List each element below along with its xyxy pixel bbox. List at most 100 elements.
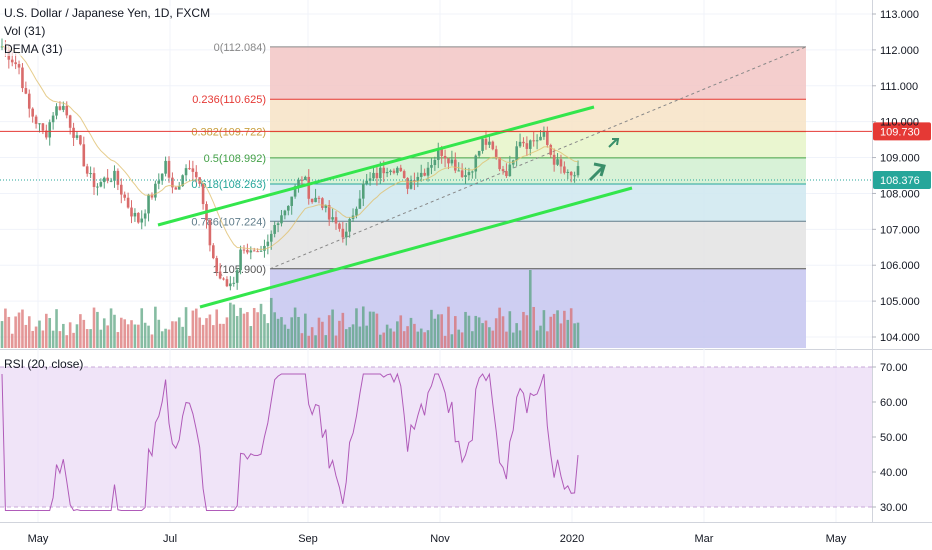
volume-bar: [310, 327, 314, 348]
price-tick-label: 113.000: [880, 9, 919, 21]
candle-body: [191, 168, 195, 172]
candle-body: [89, 173, 92, 175]
price-tick-label: 104.000: [880, 332, 920, 344]
candle-body: [82, 144, 86, 167]
volume-bar: [96, 311, 99, 348]
candle-body: [304, 176, 307, 181]
candlestick-series: [0, 38, 580, 291]
candle-body: [150, 194, 154, 198]
volume-bar: [72, 332, 75, 348]
rsi-tick-label: 40.00: [880, 467, 908, 479]
candle-body: [143, 213, 147, 219]
arrow-annotations[interactable]: [588, 138, 620, 182]
volume-bar: [133, 324, 137, 348]
candle-body: [389, 170, 392, 172]
volume-bar: [201, 324, 205, 348]
volume-bar: [126, 324, 130, 348]
candle-body: [126, 197, 130, 208]
volume-bar: [31, 330, 34, 348]
horizontal-lines[interactable]: 109.730 108.376: [0, 122, 931, 189]
volume-bar: [361, 306, 365, 348]
volume-bars: [0, 270, 580, 348]
candle-body: [535, 140, 539, 142]
candle-body: [471, 171, 474, 173]
volume-bar: [38, 320, 41, 348]
candle-body: [273, 225, 276, 234]
price-tick-label: 108.000: [880, 188, 920, 200]
candle-body: [372, 172, 375, 179]
volume-bar: [327, 315, 331, 348]
candle-body: [508, 164, 512, 177]
volume-legend: Vol (31): [4, 24, 46, 38]
volume-bar: [358, 326, 362, 348]
volume-bar: [99, 329, 103, 348]
candle-body: [522, 141, 525, 144]
volume-bar: [45, 313, 48, 348]
candle-body: [130, 207, 133, 217]
volume-bar: [399, 315, 403, 348]
volume-bar: [563, 310, 566, 348]
candle-body: [324, 205, 328, 208]
candle-body: [433, 159, 437, 166]
rsi-line: [1, 372, 579, 512]
volume-bar: [515, 323, 518, 348]
candle-body: [484, 138, 488, 145]
candle-body: [263, 245, 266, 251]
dema-path: [1, 45, 579, 251]
candle-body: [51, 115, 55, 123]
volume-bar: [184, 307, 188, 348]
channel-upper-line: [157, 105, 595, 227]
candle-body: [184, 168, 188, 176]
volume-bar: [208, 314, 212, 348]
rsi-tick-label: 50.00: [880, 432, 908, 444]
candle-body: [321, 198, 324, 208]
volume-bar: [116, 332, 120, 348]
candle-body: [392, 170, 396, 173]
candle-body: [338, 223, 341, 229]
volume-bar: [225, 317, 229, 348]
volume-bar: [324, 335, 328, 348]
candle-body: [314, 197, 317, 203]
candle-body: [399, 167, 403, 172]
fib-zone: [270, 46, 806, 100]
axes: May Jul Sep Nov 2020 Mar May 113.000 112.000 111.…: [28, 9, 920, 545]
volume-bar: [344, 329, 348, 348]
volume-bar: [167, 329, 171, 348]
volume-bar: [239, 307, 242, 348]
candle-body: [447, 158, 450, 164]
volume-bar: [297, 316, 300, 348]
rsi-tick-label: 30.00: [880, 502, 908, 514]
trend-channel[interactable]: [157, 105, 633, 309]
volume-bar: [106, 325, 109, 348]
candle-body: [68, 115, 72, 128]
fibonacci-retracement[interactable]: 0(112.084) 0.236(110.625) 0.382(109.722) 0.…: [191, 42, 807, 348]
candle-body: [0, 46, 4, 48]
candle-body: [133, 212, 137, 217]
candle-body: [423, 172, 426, 176]
time-tick-label: Nov: [430, 533, 450, 545]
volume-bar: [430, 309, 433, 348]
volume-bar: [385, 324, 389, 348]
candle-body: [123, 194, 126, 198]
volume-bar: [113, 314, 116, 348]
candle-body: [188, 168, 191, 170]
candle-body: [242, 249, 246, 251]
fib-level-label: 0.786(107.224): [191, 216, 266, 228]
candle-body: [194, 171, 198, 178]
small-arrow-head-icon: [612, 138, 620, 146]
candle-body: [41, 123, 45, 131]
volume-bar: [286, 328, 290, 348]
price-tick-label: 107.000: [880, 224, 920, 236]
candle-body: [505, 171, 508, 177]
volume-bar: [389, 328, 392, 348]
volume-bar: [488, 327, 491, 348]
volume-bar: [55, 309, 58, 348]
volume-bar: [559, 323, 563, 348]
candle-body: [402, 171, 406, 179]
time-tick-label: Mar: [695, 533, 714, 545]
volume-bar: [300, 333, 304, 348]
volume-bar: [290, 317, 294, 348]
volume-bar: [365, 325, 368, 348]
candle-body: [99, 182, 103, 187]
